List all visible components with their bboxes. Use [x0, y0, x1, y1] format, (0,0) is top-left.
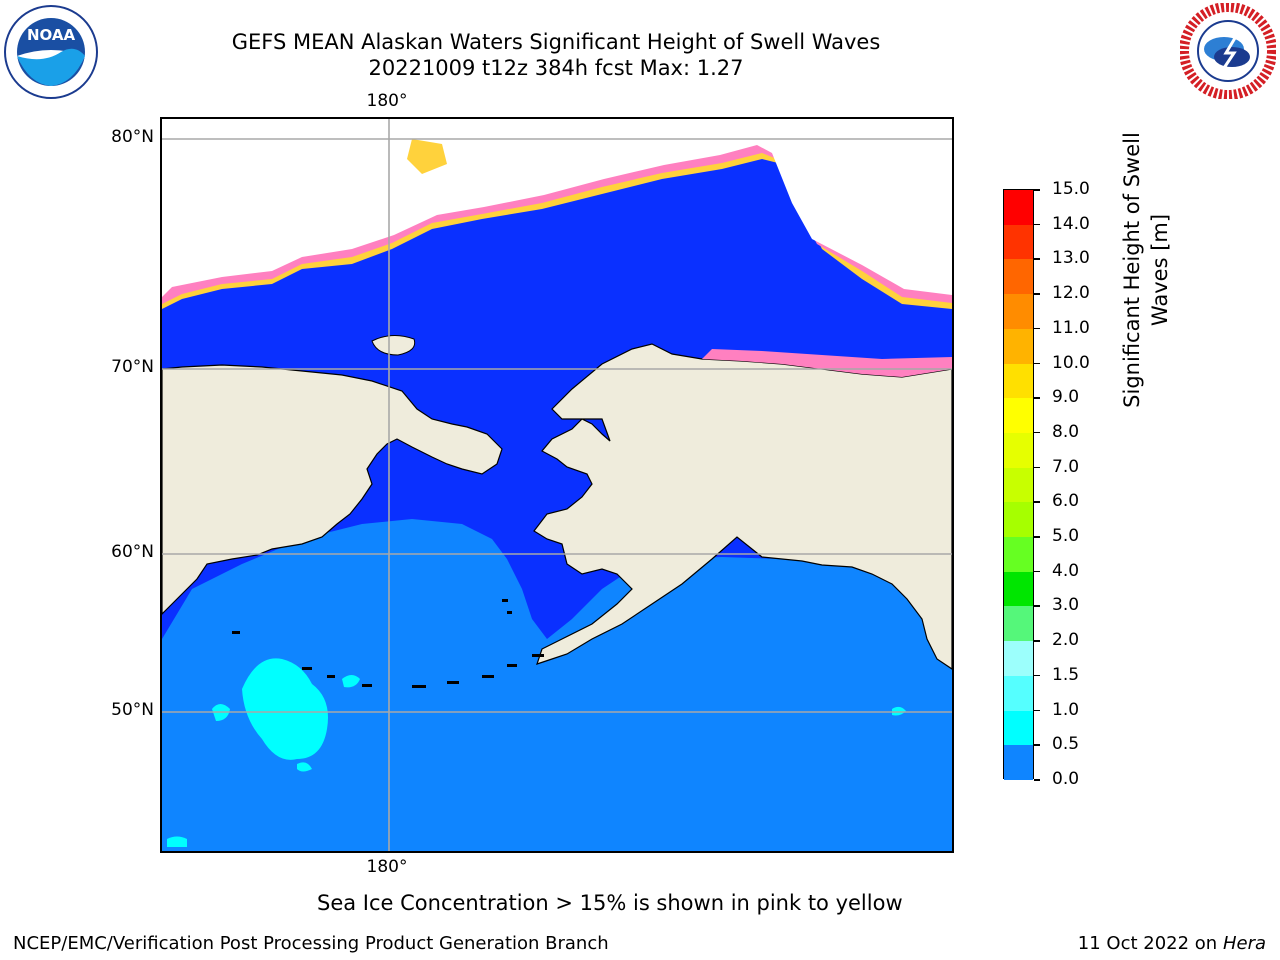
colorbar-segment: [1004, 571, 1033, 607]
aleutian-islands: [232, 599, 544, 688]
colorbar-tick: [1034, 674, 1040, 677]
lat-label-60: 60°N: [111, 542, 154, 562]
colorbar-tick: [1034, 397, 1040, 399]
colorbar-tick-label: 12.0: [1052, 283, 1090, 304]
colorbar-tick: [1034, 431, 1040, 434]
colorbar-segment: [1004, 398, 1033, 434]
colorbar-tick: [1034, 362, 1040, 365]
lon-label-top: 180°: [366, 91, 408, 111]
lat-label-50: 50°N: [111, 700, 154, 720]
ocean-high-patch: [242, 658, 328, 760]
colorbar-tick-label: 0.5: [1052, 734, 1080, 755]
colorbar-tick: [1034, 293, 1040, 295]
land-alaska: [533, 343, 952, 670]
sea-ice-interior: [162, 119, 952, 297]
chart-subtitle: 20221009 t12z 384h fcst Max: 1.27: [368, 56, 744, 80]
colorbar: [1003, 189, 1034, 781]
colorbar-tick-label: 13.0: [1052, 248, 1090, 269]
graticule: [162, 119, 952, 851]
colorbar-tick-label: 0.0: [1052, 769, 1080, 789]
colorbar-segment: [1004, 467, 1033, 503]
nws-logo: [1179, 2, 1277, 100]
colorbar-tick: [1034, 640, 1040, 642]
footer-date: 11 Oct 2022 on: [1077, 933, 1223, 954]
footer-host: Hera: [1222, 933, 1266, 954]
sea-ice-region: [407, 139, 447, 174]
ocean-high-patch: [342, 675, 360, 688]
colorbar-segment: [1004, 641, 1033, 677]
colorbar-segment: [1004, 224, 1033, 260]
colorbar-tick-label: 1.5: [1052, 664, 1080, 685]
island-wrangel: [371, 335, 416, 356]
colorbar-tick: [1034, 605, 1040, 607]
colorbar-tick-label: 7.0: [1052, 456, 1080, 477]
ocean-mid-region: [162, 519, 952, 851]
colorbar-segment: [1004, 675, 1033, 712]
colorbar-tick: [1034, 258, 1040, 260]
sea-ice-region: [702, 349, 952, 377]
footer-left: NCEP/EMC/Verification Post Processing Pr…: [13, 933, 609, 954]
colorbar-tick: [1034, 223, 1040, 226]
colorbar-tick: [1034, 536, 1040, 538]
colorbar-tick-label: 6.0: [1052, 491, 1080, 512]
colorbar-tick: [1034, 466, 1040, 469]
colorbar-segment: [1004, 745, 1033, 781]
colorbar-tick-label: 1.0: [1052, 699, 1080, 720]
sea-ice-note: Sea Ice Concentration > 15% is shown in …: [317, 891, 903, 915]
colorbar-tick: [1034, 709, 1040, 712]
colorbar-label: Significant Height of Swell Waves [m]: [1118, 60, 1174, 480]
noaa-logo-text: NOAA: [27, 26, 76, 44]
ocean-high-patch: [297, 762, 312, 772]
colorbar-tick-label: 15.0: [1052, 179, 1090, 199]
colorbar-tick: [1034, 570, 1040, 573]
ocean-high-patch: [167, 836, 187, 847]
chart-title: GEFS MEAN Alaskan Waters Significant Hei…: [231, 30, 881, 54]
noaa-logo: NOAA: [3, 4, 99, 100]
colorbar-tick-label: 10.0: [1052, 352, 1090, 373]
lat-label-70: 70°N: [111, 357, 154, 377]
colorbar-segment: [1004, 363, 1033, 399]
colorbar-segment: [1004, 502, 1033, 538]
land-siberia: [162, 364, 503, 615]
lon-label-bottom: 180°: [366, 857, 408, 877]
colorbar-label-line1: Significant Height of Swell: [1120, 132, 1144, 408]
colorbar-segment: [1004, 259, 1033, 295]
colorbar-tick-label: 2.0: [1052, 630, 1080, 651]
colorbar-tick-label: 4.0: [1052, 560, 1080, 581]
colorbar-tick: [1034, 779, 1040, 781]
lat-label-80: 80°N: [111, 127, 154, 147]
colorbar-tick-label: 5.0: [1052, 526, 1080, 547]
colorbar-tick-label: 14.0: [1052, 213, 1090, 234]
colorbar-segment: [1004, 328, 1033, 365]
colorbar-tick: [1034, 744, 1040, 746]
map-panel: [160, 117, 954, 853]
colorbar-segment: [1004, 294, 1033, 330]
colorbar-tick: [1034, 501, 1040, 503]
footer-right: 11 Oct 2022 on Hera: [1078, 933, 1266, 954]
colorbar-tick-label: 8.0: [1052, 421, 1080, 442]
colorbar-tick: [1034, 327, 1040, 330]
colorbar-tick-label: 3.0: [1052, 595, 1080, 616]
colorbar-segment: [1004, 710, 1033, 746]
colorbar-tick: [1034, 189, 1040, 191]
colorbar-segment: [1004, 190, 1033, 226]
colorbar-label-line2: Waves [m]: [1148, 213, 1172, 327]
colorbar-tick-label: 11.0: [1052, 317, 1090, 338]
colorbar-segment: [1004, 432, 1033, 469]
colorbar-tick-label: 9.0: [1052, 387, 1080, 408]
colorbar-segment: [1004, 537, 1033, 573]
colorbar-segment: [1004, 606, 1033, 642]
